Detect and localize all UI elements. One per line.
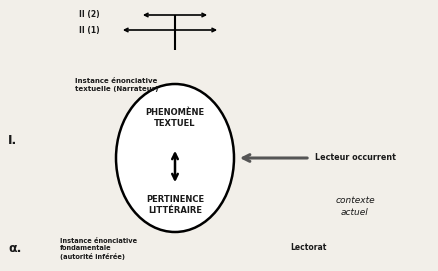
Text: Instance énonciative
textuelle (Narrateur): Instance énonciative textuelle (Narrateu… <box>75 78 158 92</box>
Text: PERTINENCE
LITTÉRAIRE: PERTINENCE LITTÉRAIRE <box>145 195 204 215</box>
Text: Lecteur occurrent: Lecteur occurrent <box>314 153 395 163</box>
Ellipse shape <box>116 84 233 232</box>
Text: PHENOMÈNE
TEXTUEL: PHENOMÈNE TEXTUEL <box>145 108 204 128</box>
Text: Lectorat: Lectorat <box>290 244 325 253</box>
Text: II (1): II (1) <box>79 25 100 34</box>
Text: Instance énonciative
fondamentale
(autorité inférée): Instance énonciative fondamentale (autor… <box>60 238 137 260</box>
Text: II (2): II (2) <box>79 11 100 20</box>
Text: contexte
actuel: contexte actuel <box>335 196 374 217</box>
Text: α.: α. <box>8 241 21 254</box>
Text: I.: I. <box>8 134 17 147</box>
